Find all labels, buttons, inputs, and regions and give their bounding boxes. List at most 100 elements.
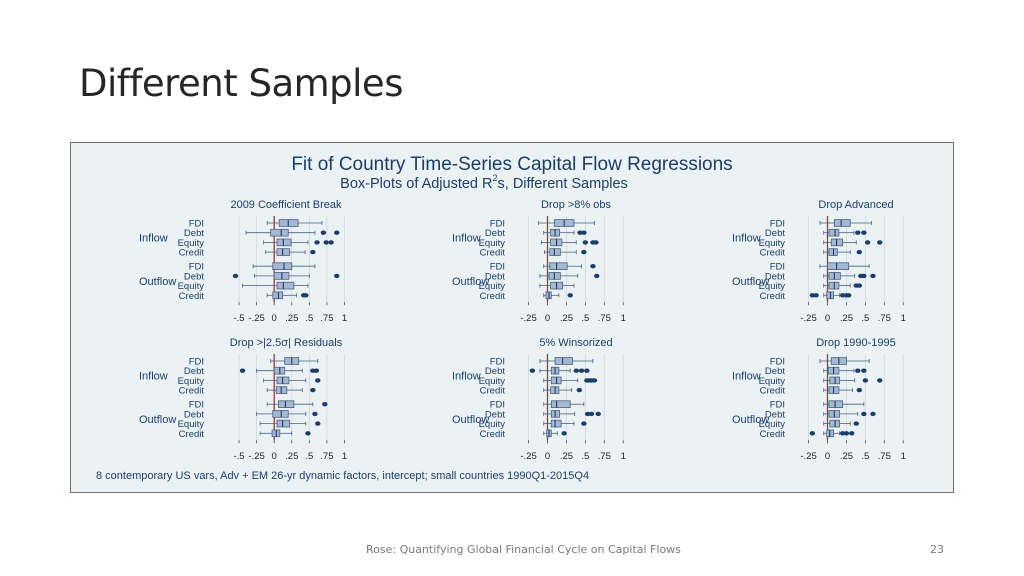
outlier-point [839,431,846,436]
outlier-point [877,378,883,383]
tick-label: -.5 [233,451,244,462]
tick-label: 0 [825,313,830,324]
tick-label: 1 [901,451,906,462]
panel-title: Drop >|2.5σ| Residuals [230,337,343,349]
box [276,281,295,290]
outlier-point [855,368,861,373]
tick-label: .75 [598,451,611,462]
tick-label: 0 [545,313,550,324]
outlier-point [310,387,316,393]
outlier-point [853,421,859,426]
outlier-point [856,387,862,393]
outlier-point [328,240,334,245]
outlier-point [577,230,583,235]
category-label: Equity [479,281,506,292]
direction-label: Outflow [732,276,769,288]
category-label: Debt [184,366,204,377]
category-label: Credit [480,248,506,259]
category-label: FDI [189,357,204,368]
outlier-point [870,273,876,279]
tick-label: -.5 [233,313,244,324]
tick-label: 1 [342,313,347,324]
outlier-point [595,411,601,417]
tick-label: 0 [545,451,550,462]
tick-label: .25 [560,313,573,324]
outlier-point [839,293,846,298]
box [828,228,840,237]
category-label: Equity [479,419,506,430]
box [833,219,851,227]
tick-label: .25 [285,451,298,462]
outlier-point [861,230,867,235]
box [550,419,562,428]
panel: 2009 Coefficient BreakInflowOutflowFDIDe… [139,199,347,324]
box-plot-figure: Fit of Country Time-Series Capital Flow … [96,154,906,482]
category-label: FDI [189,219,204,230]
category-label: Equity [759,419,786,430]
category-label: FDI [189,262,204,273]
tick-label: 0 [272,451,277,462]
panel: Drop AdvancedInflowOutflowFDIDebtEquityC… [732,199,906,324]
category-label: Credit [179,248,205,259]
tick-label: 1 [621,313,626,324]
outlier-point [588,411,595,417]
panel: Drop 1990-1995InflowOutflowFDIDebtEquity… [732,337,906,462]
category-label: FDI [490,400,505,411]
panel-title: 2009 Coefficient Break [230,199,342,211]
outlier-point [862,378,869,383]
category-label: Debt [485,366,505,377]
outlier-point [856,283,862,288]
box [277,400,295,408]
outlier-point [312,411,318,417]
box [827,262,850,271]
tick-label: .75 [878,313,891,324]
category-label: Debt [765,366,785,377]
tick-label: 1 [342,451,347,462]
outlier-point [813,293,819,298]
box [272,410,289,418]
chart-subtitle: Box-Plots of Adjusted R2s, Different Sam… [340,173,628,192]
outlier-point [593,240,599,245]
box [272,262,293,271]
outlier-point [334,273,340,279]
tick-label: 0 [825,451,830,462]
outlier-point [809,431,816,436]
category-label: Debt [765,409,785,420]
outlier-point [320,230,327,235]
direction-label: Outflow [452,276,489,288]
direction-label: Inflow [452,371,481,383]
outlier-point [877,240,883,245]
category-label: Credit [179,291,205,302]
category-label: Credit [760,248,786,259]
outlier-point [849,431,855,436]
outlier-point [573,368,579,373]
slide-title: Different Samples [79,62,403,105]
outlier-point [310,249,316,255]
outlier-point [581,249,587,255]
category-label: FDI [770,219,785,230]
box [554,357,573,365]
footer-text: Rose: Quantifying Global Financial Cycle… [366,543,681,556]
category-label: Credit [760,291,786,302]
category-label: Debt [485,271,505,282]
direction-label: Inflow [732,371,761,383]
tick-label: 0 [272,313,277,324]
tick-label: 1 [621,451,626,462]
tick-label: .25 [840,313,853,324]
panel-title: Drop 1990-1995 [816,337,896,349]
outlier-point [578,368,585,373]
chart-note: 8 contemporary US vars, Adv + EM 26-yr d… [96,470,589,482]
tick-label: -.25 [800,451,816,462]
direction-label: Outflow [732,414,769,426]
panel: 5% WinsorizedInflowOutflowFDIDebtEquityC… [452,337,626,462]
direction-label: Outflow [139,414,176,426]
category-label: Debt [765,271,785,282]
box [272,291,284,300]
direction-label: Inflow [732,233,761,245]
category-label: Credit [179,386,205,397]
outlier-point [856,249,862,255]
outlier-point [303,293,309,298]
box [828,400,844,408]
panel-title: 5% Winsorized [539,337,612,349]
direction-label: Inflow [452,233,481,245]
